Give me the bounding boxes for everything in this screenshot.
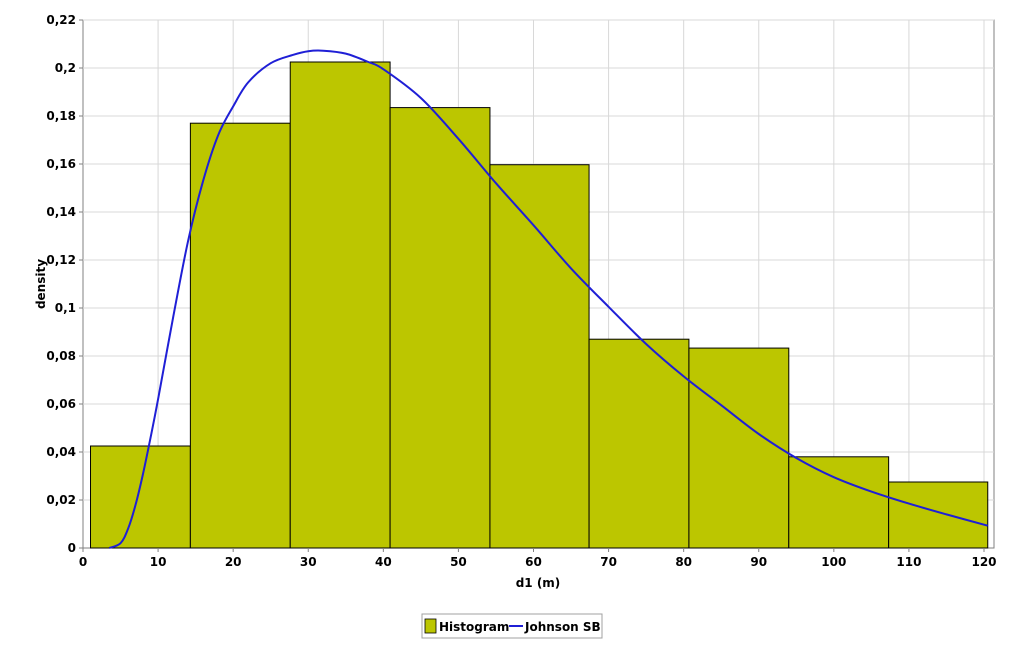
johnson-sb-line [108, 49, 989, 549]
x-tick-label: 10 [150, 555, 167, 569]
histogram-bar [588, 338, 690, 549]
axes: 0 0,02 0,04 0,06 0,08 0,1 0,12 0,14 0,16 0,18 0,2 0… [46, 13, 996, 569]
y-tick-label: 0,12 [46, 253, 76, 267]
y-tick-label: 0,14 [46, 205, 76, 219]
x-tick-label: 80 [675, 555, 692, 569]
y-tick-label: 0,2 [55, 61, 76, 75]
histogram-bar [888, 481, 989, 549]
x-tick-label: 60 [525, 555, 542, 569]
johnson-sb-curve-layer [108, 49, 989, 549]
histogram-bar [489, 164, 590, 549]
x-tick-label: 100 [821, 555, 846, 569]
x-tick-label: 50 [450, 555, 467, 569]
y-tick-label: 0,04 [46, 445, 76, 459]
histogram-bar [189, 122, 291, 549]
y-tick-label: 0,1 [55, 301, 76, 315]
y-tick-label: 0,08 [46, 349, 76, 363]
histogram-bars [90, 61, 989, 549]
y-tick-label: 0,16 [46, 157, 76, 171]
y-tick-label: 0,06 [46, 397, 76, 411]
x-tick-label: 30 [300, 555, 317, 569]
y-tick-label: 0,18 [46, 109, 76, 123]
x-tick-label: 20 [225, 555, 242, 569]
y-tick-label: 0,22 [46, 13, 76, 27]
y-tick-label: 0 [68, 541, 76, 555]
legend-label-histogram: Histogram [439, 620, 509, 634]
histogram-bar [289, 61, 391, 549]
x-tick-label: 70 [600, 555, 617, 569]
x-axis-title: d1 (m) [516, 576, 561, 590]
legend: Histogram Johnson SB [421, 613, 603, 639]
legend-label-johnson-sb: Johnson SB [524, 620, 601, 634]
histogram-bar [788, 456, 890, 549]
x-tick-label: 120 [971, 555, 996, 569]
x-tick-label: 110 [896, 555, 921, 569]
x-tick-label: 90 [750, 555, 767, 569]
y-tick-label: 0,02 [46, 493, 76, 507]
y-axis-title: density [34, 259, 48, 309]
legend-swatch-histogram [424, 618, 437, 634]
histogram-bar [389, 107, 491, 549]
x-tick-label: 40 [375, 555, 392, 569]
histogram-bar [90, 445, 191, 549]
histogram-bar [688, 347, 790, 549]
x-tick-label: 0 [79, 555, 87, 569]
